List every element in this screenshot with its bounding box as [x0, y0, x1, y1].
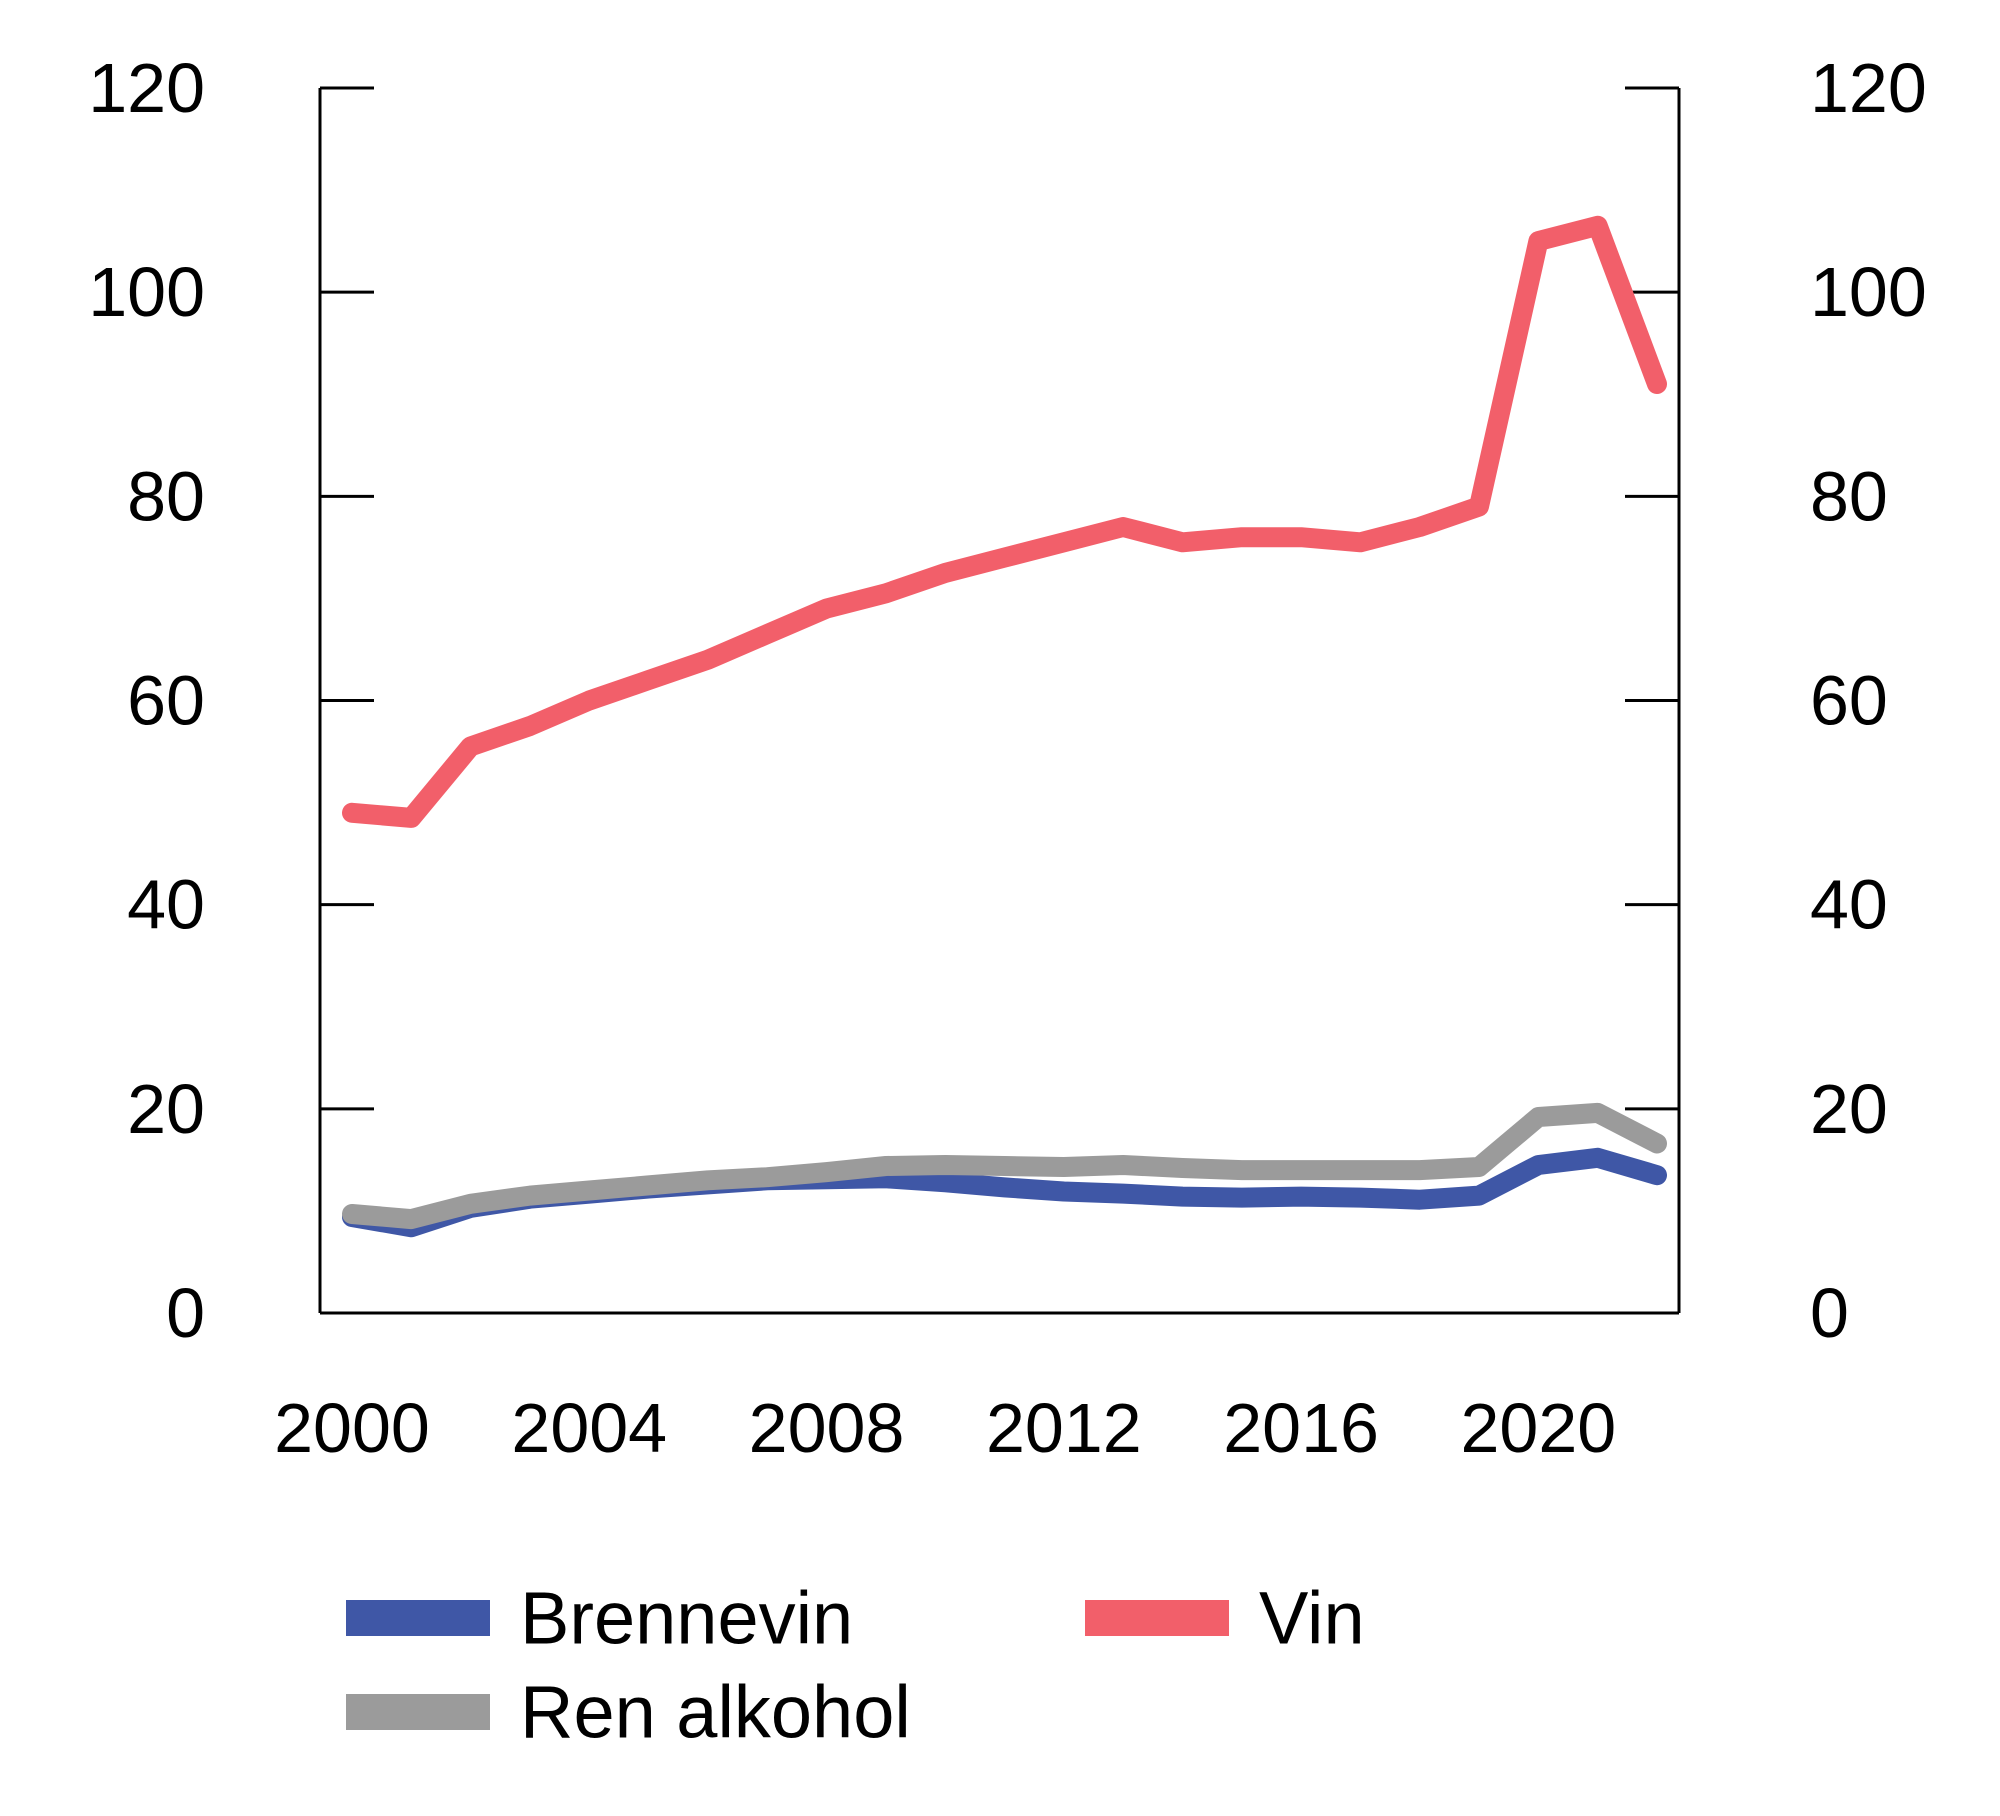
y-tick-labels: 0 0 20 20 40 40 60 60 80 80 100 100 120 120	[88, 49, 1927, 1352]
legend-swatch	[346, 1600, 490, 1636]
right-axis-label: 100	[1810, 253, 1927, 331]
right-axis-label: 60	[1810, 662, 1888, 740]
right-axis-label: 40	[1810, 866, 1888, 944]
legend-label: Vin	[1259, 1577, 1365, 1660]
x-tick-labels: 2000 2004 2008 2012 2016 2020	[274, 1389, 1616, 1467]
series-line-ren-alkohol	[342, 1102, 1667, 1230]
legend-item-ren-alkohol: Ren alkohol	[346, 1671, 911, 1754]
legend-item-vin: Vin	[1085, 1577, 1365, 1660]
x-axis-label: 2008	[749, 1389, 905, 1467]
left-axis-label: 20	[127, 1070, 205, 1148]
left-axis-label: 80	[127, 457, 205, 535]
x-axis-label: 2016	[1223, 1389, 1379, 1467]
legend-label: Ren alkohol	[520, 1671, 911, 1754]
series-lines	[342, 215, 1667, 1238]
x-axis-label: 2004	[511, 1389, 667, 1467]
left-axis-label: 100	[88, 253, 205, 331]
right-axis-label: 0	[1810, 1274, 1849, 1352]
legend-label: Brennevin	[520, 1577, 853, 1660]
left-axis-label: 60	[127, 662, 205, 740]
legend-item-brennevin: Brennevin	[346, 1577, 853, 1660]
right-axis-label: 120	[1810, 49, 1927, 127]
series-line-vin	[342, 215, 1667, 828]
legend: Brennevin Vin Ren alkohol	[346, 1577, 1365, 1754]
x-axis-label: 2000	[274, 1389, 430, 1467]
legend-swatch	[1085, 1600, 1229, 1636]
right-axis-label: 80	[1810, 457, 1888, 535]
y-ticks	[320, 86, 1679, 1315]
left-axis-label: 40	[127, 866, 205, 944]
legend-swatch	[346, 1694, 490, 1730]
x-axis-label: 2012	[986, 1389, 1142, 1467]
x-axis-label: 2020	[1460, 1389, 1616, 1467]
right-axis-label: 20	[1810, 1070, 1888, 1148]
left-axis-label: 120	[88, 49, 205, 127]
left-axis-label: 0	[166, 1274, 205, 1352]
